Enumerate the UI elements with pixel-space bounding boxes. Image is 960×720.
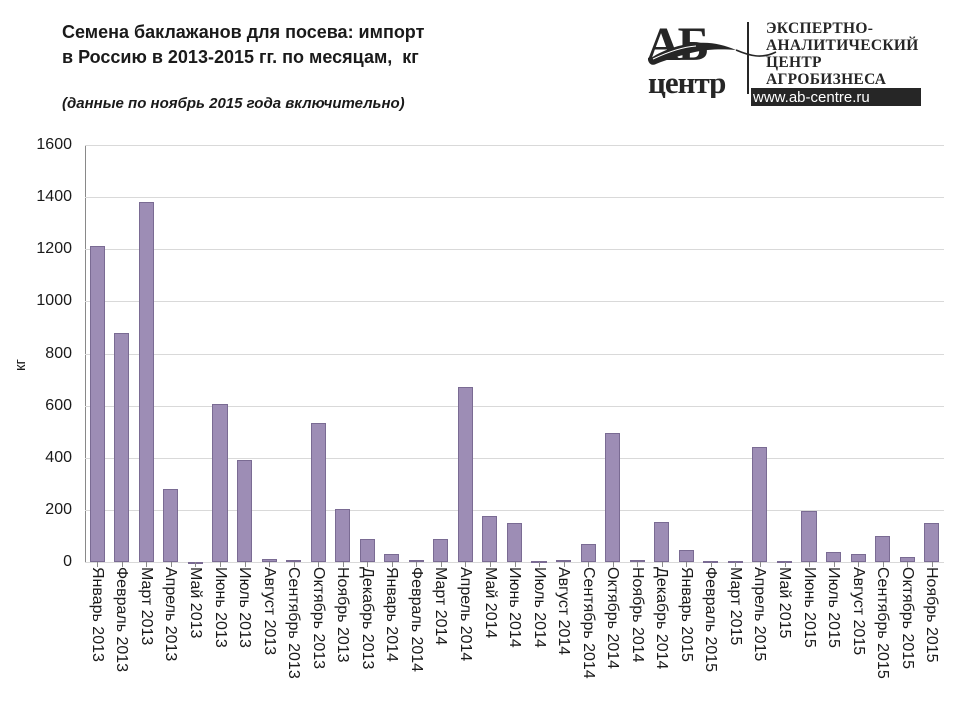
svg-text:центр: центр [648, 65, 725, 98]
